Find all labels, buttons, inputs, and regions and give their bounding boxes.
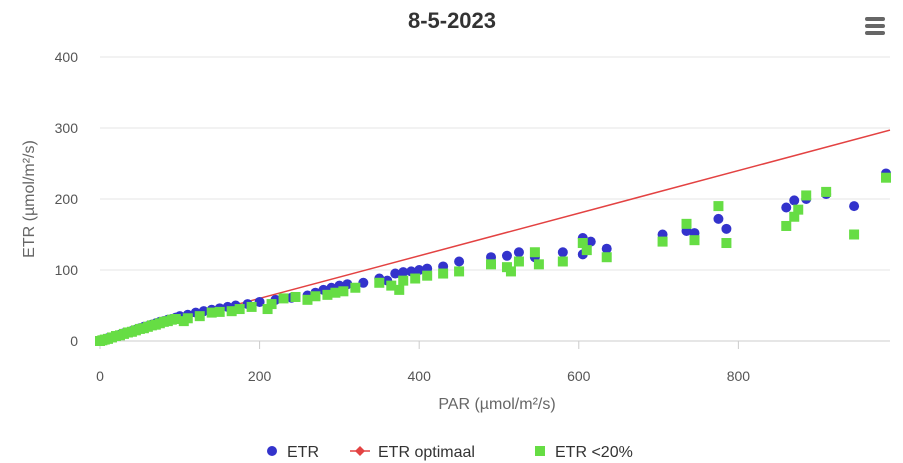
- x-tick-label: 200: [248, 368, 272, 384]
- etr-point: [358, 277, 369, 288]
- etr-low-point: [350, 282, 361, 293]
- etr-low-point: [330, 287, 341, 298]
- etr-point: [513, 247, 524, 258]
- etr-low-point: [657, 236, 668, 247]
- chart-title: 8-5-2023: [408, 8, 496, 33]
- etr-low-point: [322, 289, 333, 300]
- etr-low-point: [338, 286, 349, 297]
- etr-low-point: [793, 204, 804, 215]
- etr-low-point: [581, 245, 592, 256]
- etr-low-point: [394, 284, 405, 295]
- plot-area: [95, 129, 892, 346]
- etr-low-point: [194, 311, 205, 322]
- x-axis-title: PAR (µmol/m²/s): [438, 396, 555, 413]
- etr-low-point: [290, 291, 301, 302]
- etr-point: [601, 243, 612, 254]
- etr-point: [390, 268, 401, 279]
- etr-low-point: [386, 280, 397, 291]
- etr-low-point: [801, 190, 812, 201]
- etr-point: [398, 267, 409, 278]
- etr-low-point: [310, 291, 321, 302]
- etr-low-point: [505, 266, 516, 277]
- etr-low-point: [302, 294, 313, 305]
- etr-point: [557, 247, 568, 258]
- etr-low-point: [234, 304, 245, 315]
- etr-low-point: [513, 256, 524, 267]
- etr-low-point: [577, 238, 588, 249]
- etr-low-point: [246, 301, 257, 312]
- menu-icon[interactable]: [860, 14, 890, 42]
- etr-low-point: [881, 172, 892, 183]
- etr-low-point: [681, 218, 692, 229]
- etr-point: [454, 256, 465, 267]
- legend-symbol: [535, 446, 545, 456]
- etr-low-point: [454, 266, 465, 277]
- etr-low-point: [821, 186, 832, 197]
- etr-low-point: [170, 313, 181, 324]
- etr-point: [254, 296, 265, 307]
- etr-low-point: [182, 313, 193, 324]
- etr-low-point: [226, 306, 237, 317]
- etr-low-point: [266, 299, 277, 310]
- legend: ETR ETR optimaal ETR <20%: [267, 444, 633, 461]
- etr-low-point: [422, 270, 433, 281]
- etr-point: [781, 202, 792, 213]
- legend-item[interactable]: ETR optimaal: [350, 444, 475, 461]
- etr-low-point: [721, 238, 732, 249]
- etr-low-point: [398, 275, 409, 286]
- legend-label: ETR optimaal: [378, 444, 475, 461]
- legend-item[interactable]: ETR <20%: [535, 444, 633, 461]
- grid-lines: [100, 56, 890, 342]
- etr-point: [501, 250, 512, 261]
- etr-low-point: [410, 273, 421, 284]
- legend-item[interactable]: ETR: [267, 444, 319, 461]
- etr-point: [414, 265, 425, 275]
- etr-low-point: [206, 307, 217, 318]
- etr-low-point: [533, 259, 544, 270]
- y-tick-label: 200: [55, 191, 79, 207]
- y-tick-label: 0: [70, 333, 78, 349]
- etr-low-point: [849, 229, 860, 240]
- etr-low-point: [486, 259, 497, 270]
- etr-low-point: [278, 293, 289, 304]
- etr-point: [789, 195, 800, 206]
- etr-low-point: [689, 235, 700, 246]
- x-tick-label: 600: [567, 368, 591, 384]
- etr-low-point: [529, 247, 540, 258]
- y-tick-label: 400: [55, 49, 79, 65]
- legend-symbol: [355, 446, 365, 456]
- legend-symbol: [267, 446, 277, 456]
- etr-low-point: [438, 268, 449, 279]
- etr-low-point: [713, 201, 724, 212]
- etr-low-point: [214, 306, 225, 317]
- etr-low-point: [781, 220, 792, 231]
- etr-point: [849, 201, 860, 212]
- y-tick-label: 100: [55, 262, 79, 278]
- axes: 0 100 200 300 400 0 200 400 600 800: [55, 49, 751, 384]
- etr-point: [721, 223, 732, 234]
- etr-low-point: [789, 211, 800, 222]
- legend-label: ETR: [287, 444, 319, 461]
- etr-low-point: [557, 256, 568, 267]
- x-tick-label: 0: [96, 368, 104, 384]
- x-tick-label: 400: [408, 368, 432, 384]
- x-tick-label: 800: [727, 368, 751, 384]
- etr-point: [713, 213, 724, 224]
- etr-low-point: [601, 252, 612, 263]
- y-tick-label: 300: [55, 120, 79, 136]
- legend-label: ETR <20%: [555, 444, 633, 461]
- etr-point: [585, 236, 596, 247]
- etr-low-point: [374, 277, 385, 288]
- y-axis-title: ETR (µmol/m²/s): [21, 140, 38, 258]
